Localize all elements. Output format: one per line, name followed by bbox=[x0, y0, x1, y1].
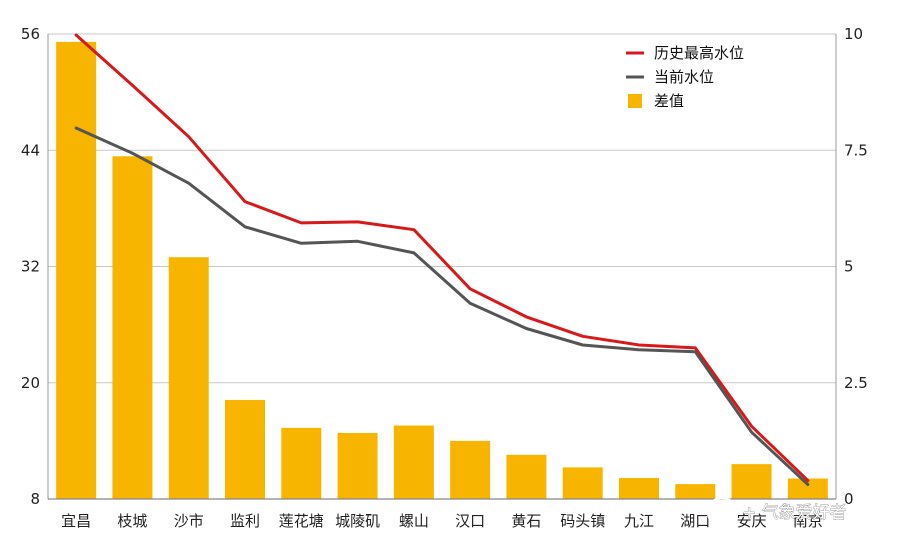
bar-黄石 bbox=[506, 454, 547, 499]
y-left-tick-label: 32 bbox=[21, 258, 40, 276]
bar-螺山 bbox=[393, 425, 434, 499]
y-right-tick-label: 2.5 bbox=[844, 374, 868, 392]
bar-湖口 bbox=[675, 484, 716, 499]
x-tick-label: 黄石 bbox=[511, 512, 541, 530]
x-tick-label: 宜昌 bbox=[61, 512, 91, 530]
x-tick-label: 城陵矶 bbox=[335, 512, 380, 530]
bar-沙市 bbox=[168, 257, 209, 499]
water-level-lines bbox=[74, 33, 810, 486]
x-tick-label: 安庆 bbox=[737, 512, 767, 530]
legend-label: 历史最高水位 bbox=[654, 44, 744, 62]
x-tick-label: 九江 bbox=[624, 512, 654, 530]
x-tick-label: 湖口 bbox=[680, 512, 710, 530]
legend-label: 当前水位 bbox=[654, 68, 714, 86]
legend-label: 差值 bbox=[654, 92, 684, 110]
watermark-text: + 气象爱好者 bbox=[742, 503, 847, 523]
bar-枝城 bbox=[112, 156, 153, 500]
x-tick-label: 莲花塘 bbox=[279, 512, 324, 530]
bar-南京 bbox=[787, 478, 828, 499]
y-right-tick-label: 7.5 bbox=[844, 141, 868, 159]
current-level-line bbox=[74, 126, 810, 486]
bar-莲花塘 bbox=[281, 427, 322, 499]
y-left-tick-label: 56 bbox=[21, 25, 40, 43]
historic-high-line bbox=[74, 33, 810, 483]
x-tick-label: 螺山 bbox=[399, 512, 429, 530]
x-tick-label: 汉口 bbox=[455, 512, 485, 530]
bar-汉口 bbox=[450, 440, 491, 499]
y-right-tick-label: 10 bbox=[844, 25, 863, 43]
wechat-logo-icon bbox=[706, 496, 738, 528]
watermark: + 气象爱好者 bbox=[706, 496, 847, 528]
bar-监利 bbox=[225, 399, 265, 499]
bar-码头镇 bbox=[562, 467, 603, 499]
y-left-tick-label: 44 bbox=[21, 141, 40, 159]
axes: 56 44 32 20 8 10 7.5 5 2.5 0 宜昌 枝城 沙市 监利 莲花塘 城陵矶 螺山 汉口 黄石 码… bbox=[21, 25, 868, 530]
legend-swatch bbox=[628, 94, 642, 108]
y-left-tick-label: 20 bbox=[21, 374, 40, 392]
y-right-tick-label: 5 bbox=[844, 258, 854, 276]
x-tick-label: 监利 bbox=[230, 512, 260, 530]
bar-安庆 bbox=[731, 464, 772, 499]
x-tick-label: 码头镇 bbox=[560, 512, 605, 530]
x-tick-label: 南京 bbox=[793, 512, 823, 530]
gridlines bbox=[48, 33, 836, 500]
x-tick-label: 枝城 bbox=[117, 512, 147, 530]
bar-城陵矶 bbox=[337, 432, 378, 499]
x-tick-label: 沙市 bbox=[174, 512, 204, 530]
y-right-tick-label: 0 bbox=[844, 490, 854, 508]
y-left-tick-label: 8 bbox=[30, 490, 40, 508]
bar-九江 bbox=[619, 478, 659, 499]
bar-宜昌 bbox=[56, 41, 97, 499]
wechat-logo-icon bbox=[727, 503, 733, 509]
difference-bars bbox=[56, 41, 828, 500]
